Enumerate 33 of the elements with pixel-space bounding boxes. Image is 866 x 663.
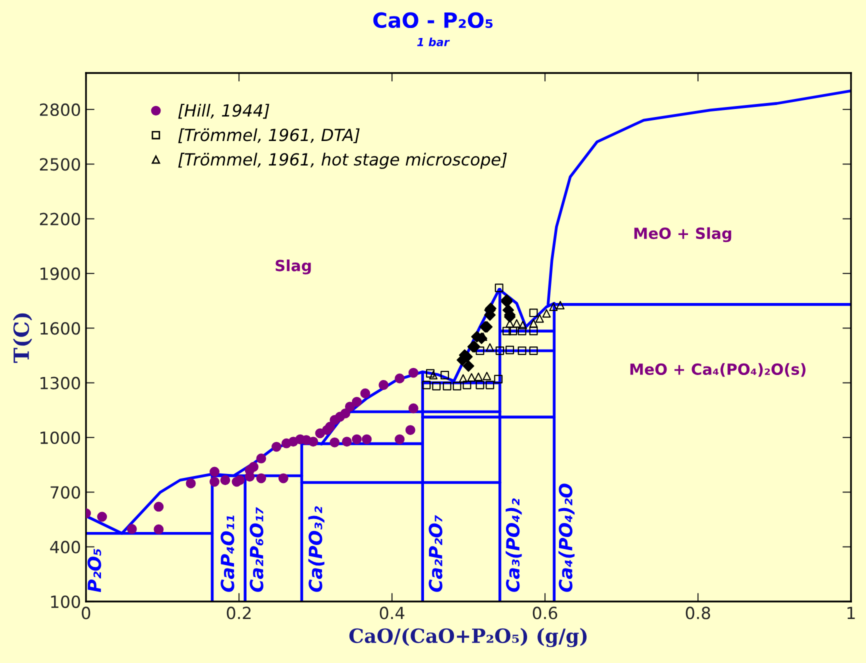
x-tick-label: 0.4 bbox=[380, 606, 404, 620]
y-tick-label: 2500 bbox=[40, 158, 80, 171]
y-tick-label: 700 bbox=[50, 486, 80, 499]
y-tick-label: 2200 bbox=[40, 212, 80, 226]
y-tick-label: 1600 bbox=[40, 322, 80, 335]
y-tick-label: 1900 bbox=[40, 267, 80, 280]
annotation: Ca₂P₂O₇ bbox=[428, 515, 442, 592]
y-tick-label: 1300 bbox=[40, 376, 80, 390]
annotation: P₂O₅ bbox=[88, 548, 102, 592]
y-axis-title: T(C) bbox=[13, 313, 32, 363]
chart-title: CaO - P₂O₅ bbox=[373, 12, 493, 28]
y-tick-label: 2800 bbox=[40, 103, 80, 116]
legend-label: [Trömmel, 1961, DTA] bbox=[178, 128, 360, 144]
x-tick-label: 0.6 bbox=[532, 606, 558, 620]
x-tick-label: 0.2 bbox=[226, 606, 251, 620]
annotation: MeO + Slag bbox=[634, 227, 732, 242]
annotation: Ca₂P₆O₁₇ bbox=[250, 507, 264, 592]
annotation: Slag bbox=[276, 260, 311, 274]
x-tick-label: 0.8 bbox=[686, 606, 710, 620]
annotation: Ca(PO₃)₂ bbox=[308, 506, 324, 592]
y-tick-label: 400 bbox=[50, 540, 80, 554]
annotation: MeO + Ca₄(PO₄)₂O(s) bbox=[630, 363, 806, 377]
annotation: Ca₃(PO₄)₂ bbox=[506, 498, 522, 592]
x-tick-label: 1 bbox=[848, 606, 855, 620]
legend-label: [Trömmel, 1961, hot stage microscope] bbox=[178, 152, 507, 169]
y-tick-label: 100 bbox=[51, 595, 80, 608]
legend-label: [Hill, 1944] bbox=[178, 104, 270, 119]
chart-subtitle: 1 bar bbox=[417, 38, 450, 46]
annotation: Ca₄(PO₄)₂O bbox=[558, 484, 575, 592]
annotation: CaP₄O₁₁ bbox=[220, 516, 234, 592]
x-axis-title: CaO/(CaO+P₂O₅) (g/g) bbox=[349, 628, 587, 648]
x-tick-label: 0 bbox=[82, 606, 90, 620]
y-tick-label: 1000 bbox=[40, 431, 80, 444]
